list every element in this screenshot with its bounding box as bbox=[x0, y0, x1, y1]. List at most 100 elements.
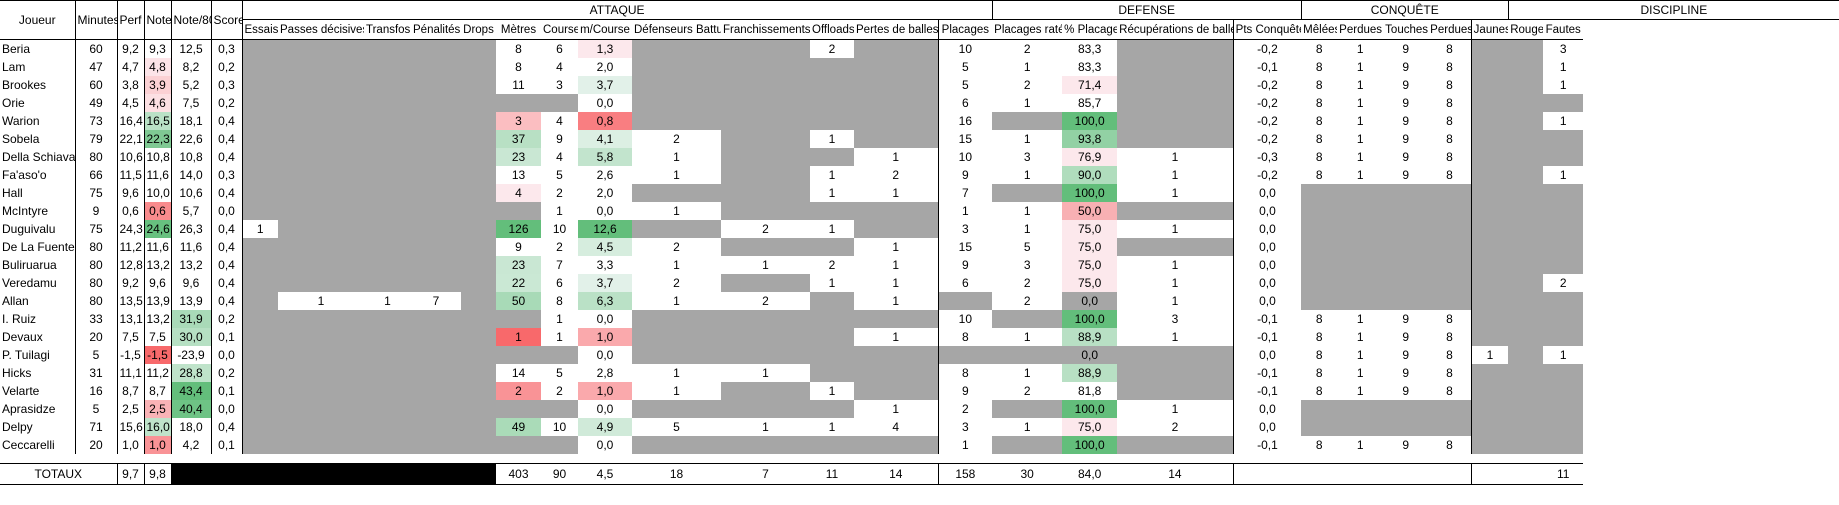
cell bbox=[1428, 256, 1472, 274]
total-cell: 14 bbox=[1117, 463, 1234, 485]
cell: 3 bbox=[1559, 42, 1567, 56]
cell: 1 bbox=[1023, 204, 1031, 218]
cell: 0,4 bbox=[210, 292, 242, 310]
header-group-3: CONQUÊTE bbox=[1300, 0, 1509, 20]
cell bbox=[1117, 76, 1234, 94]
cell: 4 bbox=[892, 420, 900, 434]
cell bbox=[1428, 274, 1472, 292]
cell bbox=[1301, 202, 1338, 220]
cell: 8 bbox=[1446, 42, 1453, 56]
cell: 1 bbox=[1356, 168, 1364, 182]
cell bbox=[461, 148, 496, 166]
sub-header: Perdues bbox=[1428, 19, 1472, 40]
cell: 1 bbox=[1356, 60, 1364, 74]
cell: 0,6 bbox=[143, 202, 171, 220]
cell: -0,1 bbox=[1232, 382, 1302, 400]
cell: 1 bbox=[1171, 222, 1179, 236]
cell: 2 bbox=[1023, 294, 1031, 308]
cell: 1 bbox=[828, 132, 836, 146]
cell: 0,4 bbox=[210, 220, 242, 238]
cell bbox=[411, 148, 461, 166]
cell: 9 bbox=[1402, 132, 1410, 146]
sub-header: Mêlées bbox=[1301, 19, 1338, 40]
total-cell: 11 bbox=[1543, 463, 1584, 485]
cell bbox=[937, 346, 993, 364]
cell: 13,9 bbox=[143, 292, 171, 310]
cell: 24,6 bbox=[143, 220, 171, 238]
cell bbox=[278, 202, 364, 220]
cell bbox=[364, 418, 411, 436]
cell: 0,4 bbox=[210, 274, 242, 292]
cell: 7 bbox=[432, 294, 440, 308]
header-group-1: ATTAQUE bbox=[241, 0, 993, 20]
cell bbox=[278, 346, 364, 364]
cell: 10,0 bbox=[143, 184, 171, 202]
cell bbox=[721, 148, 810, 166]
cell: 8 bbox=[1315, 132, 1323, 146]
cell bbox=[411, 94, 461, 112]
player-name: Duguivalu bbox=[2, 222, 56, 236]
cell: 8 bbox=[1315, 150, 1323, 164]
cell: 1 bbox=[1356, 384, 1364, 398]
cell bbox=[1508, 238, 1544, 256]
cell: 4,2 bbox=[170, 436, 211, 454]
cell: 31 bbox=[74, 364, 117, 382]
cell bbox=[278, 220, 364, 238]
cell bbox=[854, 202, 938, 220]
cell: 5 bbox=[74, 346, 117, 364]
cell bbox=[1301, 292, 1338, 310]
cell: 1 bbox=[762, 366, 769, 380]
sub-header: Rouges bbox=[1508, 19, 1544, 40]
cell bbox=[1508, 436, 1544, 454]
cell bbox=[278, 130, 364, 148]
cell: 75,0 bbox=[1062, 238, 1118, 256]
cell: 24,3 bbox=[116, 220, 144, 238]
cell: 5 bbox=[1023, 240, 1031, 254]
cell: 1 bbox=[384, 294, 391, 308]
cell: 9 bbox=[1402, 168, 1410, 182]
cell bbox=[411, 220, 461, 238]
table-row: P. Tuilagi 5 -1,5 -1,5 -23,9 0,0 0,0 0,0 0,0 8 1 9 8… bbox=[0, 346, 1839, 364]
cell: 1,0 bbox=[578, 382, 632, 400]
cell: 8 bbox=[1446, 168, 1453, 182]
cell: -0,2 bbox=[1232, 166, 1302, 184]
cell bbox=[241, 256, 278, 274]
cell bbox=[854, 39, 938, 58]
cell: 10 bbox=[937, 148, 993, 166]
cell: 1 bbox=[673, 258, 680, 272]
cell: 0,6 bbox=[116, 202, 144, 220]
cell: 75,0 bbox=[1062, 220, 1118, 238]
cell bbox=[411, 256, 461, 274]
total-cell: 4,5 bbox=[578, 463, 632, 485]
cell: 1 bbox=[673, 384, 680, 398]
cell bbox=[854, 436, 938, 454]
table-row: Velarte 16 8,7 8,7 43,4 0,1 2 2 1,0 1 1 9 2 81,8 -0,1 8… bbox=[0, 382, 1839, 400]
cell bbox=[278, 274, 364, 292]
cell: 15 bbox=[937, 238, 993, 256]
sub-header: Pénalités bbox=[411, 19, 461, 40]
cell bbox=[1301, 220, 1338, 238]
player-name: Beria bbox=[2, 42, 31, 56]
cell: 9 bbox=[1402, 438, 1410, 452]
cell bbox=[541, 346, 578, 364]
cell: 8 bbox=[1446, 114, 1453, 128]
cell: 1 bbox=[892, 294, 900, 308]
cell: 3 bbox=[496, 112, 541, 130]
cell: 8 bbox=[1446, 312, 1453, 326]
cell: 8 bbox=[1315, 366, 1323, 380]
cell: 12,5 bbox=[170, 39, 211, 58]
cell: 49 bbox=[74, 94, 117, 112]
cell bbox=[632, 220, 721, 238]
cell bbox=[632, 310, 721, 328]
cell: 1 bbox=[892, 276, 900, 290]
cell: 66 bbox=[74, 166, 117, 184]
cell bbox=[411, 130, 461, 148]
cell: 50,0 bbox=[1062, 202, 1118, 220]
cell: 1 bbox=[892, 402, 900, 416]
cell bbox=[1383, 274, 1429, 292]
cell bbox=[1383, 418, 1429, 436]
cell bbox=[278, 58, 364, 76]
cell bbox=[721, 39, 810, 58]
cell: 40,4 bbox=[170, 400, 211, 418]
cell: 1 bbox=[762, 258, 769, 272]
